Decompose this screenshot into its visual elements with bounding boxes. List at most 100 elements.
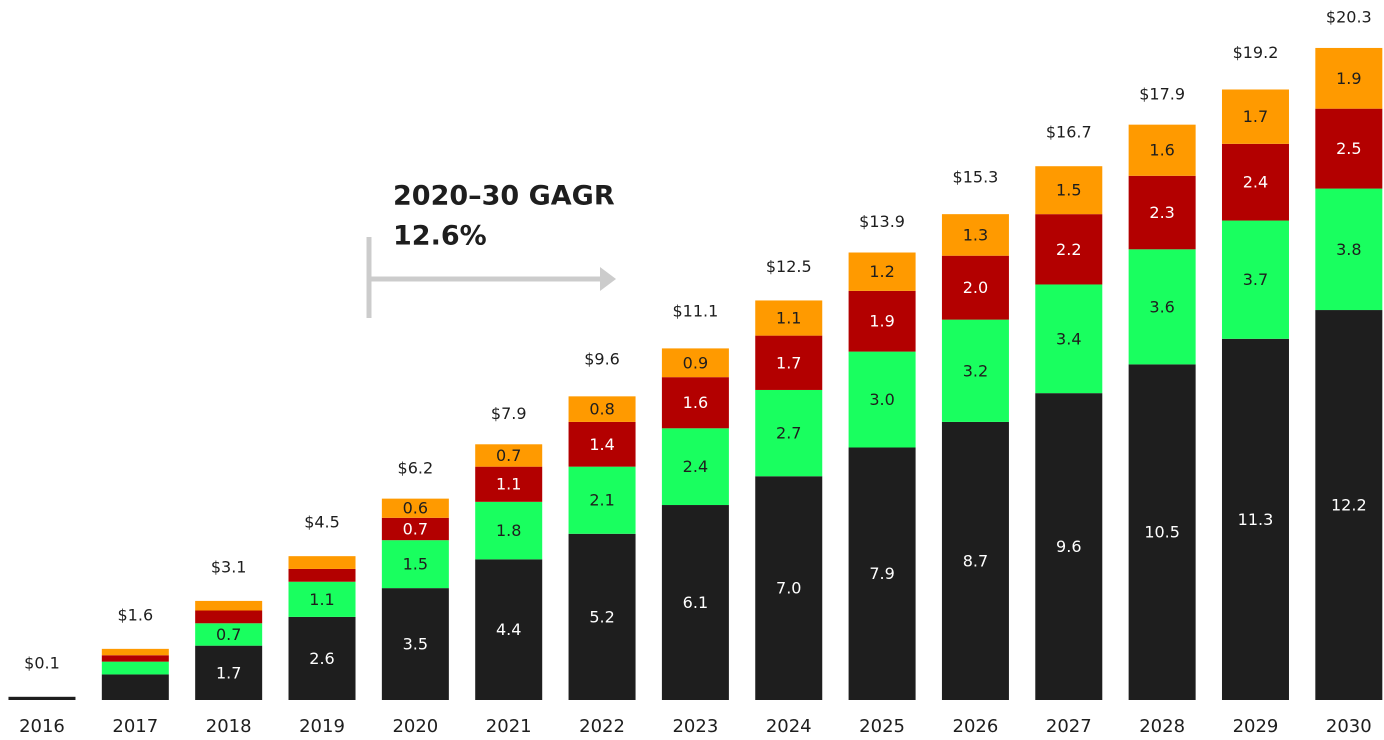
total-label: $3.1 — [211, 557, 247, 576]
total-label: $16.7 — [1046, 123, 1092, 142]
bar-segment — [1035, 166, 1103, 215]
x-tick-label: 2018 — [206, 716, 252, 737]
value-label: 0.7 — [496, 446, 521, 465]
value-label: 1.1 — [309, 590, 334, 609]
bar-segment — [755, 389, 823, 477]
value-label: 1.7 — [1243, 107, 1268, 126]
bar-segment — [1128, 249, 1196, 365]
bar-segment — [1128, 124, 1196, 176]
value-label: 0.6 — [403, 499, 428, 518]
bar-segment — [661, 505, 729, 700]
value-label: 5.2 — [589, 607, 614, 626]
bar-segment — [848, 290, 916, 352]
bar-segment — [101, 661, 169, 675]
bar-segment — [1035, 393, 1103, 700]
total-label: $7.9 — [491, 404, 527, 423]
bar-segment — [568, 533, 636, 700]
bar-segment — [755, 476, 823, 700]
x-tick-label: 2030 — [1326, 716, 1372, 737]
value-label: 1.2 — [869, 262, 894, 281]
bar-segment — [755, 300, 823, 336]
bar-segment — [381, 588, 449, 700]
value-label: 9.6 — [1056, 537, 1081, 556]
value-label: 7.9 — [869, 564, 894, 583]
bar-segment — [1315, 188, 1383, 311]
bar-segment — [288, 581, 356, 617]
value-label: 2.5 — [1336, 139, 1361, 158]
bar-segment — [1035, 214, 1103, 285]
value-label: 4.4 — [496, 620, 521, 639]
bar-segment — [381, 540, 449, 589]
bar-segment — [288, 616, 356, 700]
bar-segment — [568, 421, 636, 467]
value-label: 2.4 — [1243, 173, 1268, 192]
value-label: 6.1 — [683, 593, 708, 612]
bar-segment — [1315, 47, 1383, 109]
value-label: 3.0 — [869, 390, 894, 409]
value-label: 11.3 — [1238, 510, 1274, 529]
x-tick-label: 2019 — [299, 716, 345, 737]
x-tick-label: 2026 — [953, 716, 999, 737]
arrow-head — [600, 267, 616, 291]
value-label: 1.1 — [496, 475, 521, 494]
value-label: 1.7 — [776, 353, 801, 372]
total-label: $11.1 — [672, 302, 718, 321]
value-label: 7.0 — [776, 579, 801, 598]
bar-segment — [1315, 108, 1383, 189]
x-tick-label: 2028 — [1139, 716, 1185, 737]
x-tick-label: 2020 — [392, 716, 438, 737]
x-tick-label: 2029 — [1233, 716, 1279, 737]
value-label: 12.2 — [1331, 496, 1367, 515]
bar-segment — [288, 556, 356, 569]
total-label: $0.1 — [24, 653, 60, 672]
bar-segment — [848, 252, 916, 291]
total-label: $12.5 — [766, 257, 812, 276]
bar-segment — [475, 559, 543, 700]
x-tick-label: 2025 — [859, 716, 905, 737]
value-label: 2.0 — [963, 278, 988, 297]
value-label: 1.5 — [1056, 181, 1081, 200]
bar-segment — [1221, 220, 1289, 339]
value-label: 3.4 — [1056, 329, 1081, 348]
value-label: 3.8 — [1336, 240, 1361, 259]
value-label: 2.3 — [1149, 203, 1174, 222]
value-label: 1.8 — [496, 521, 521, 540]
value-label: 1.7 — [216, 663, 241, 682]
x-tick-label: 2021 — [486, 716, 532, 737]
x-tick-label: 2023 — [672, 716, 718, 737]
bar-segment — [1221, 338, 1289, 700]
total-label: $9.6 — [584, 350, 620, 369]
bar-segment — [568, 466, 636, 534]
bar-segment — [195, 610, 263, 624]
bar-segment — [101, 655, 169, 662]
bar-segment — [8, 696, 76, 700]
total-label: $15.3 — [953, 167, 999, 186]
bar-segment — [381, 517, 449, 541]
bar-segment — [1221, 143, 1289, 221]
bar-segment — [568, 396, 636, 422]
bar-segment — [848, 447, 916, 700]
x-tick-label: 2024 — [766, 716, 812, 737]
bar-segment — [755, 335, 823, 390]
bar-segment — [941, 214, 1009, 256]
bar-segment — [941, 319, 1009, 422]
bar-segment — [195, 645, 263, 700]
total-label: $13.9 — [859, 212, 905, 231]
bar-segment — [475, 466, 543, 502]
bar-segment — [288, 568, 356, 582]
bar-segment — [195, 600, 263, 611]
total-label: $4.5 — [304, 513, 340, 532]
value-label: 1.9 — [1336, 69, 1361, 88]
bar-segment — [475, 444, 543, 467]
value-label: 1.3 — [963, 225, 988, 244]
value-label: 8.7 — [963, 551, 988, 570]
value-label: 0.9 — [683, 353, 708, 372]
bar-segment — [475, 501, 543, 560]
value-label: 2.2 — [1056, 240, 1081, 259]
value-label: 10.5 — [1144, 523, 1180, 542]
value-label: 2.7 — [776, 424, 801, 443]
bar-segment — [661, 348, 729, 378]
bar-segment — [381, 498, 449, 518]
bar-segment — [661, 377, 729, 429]
